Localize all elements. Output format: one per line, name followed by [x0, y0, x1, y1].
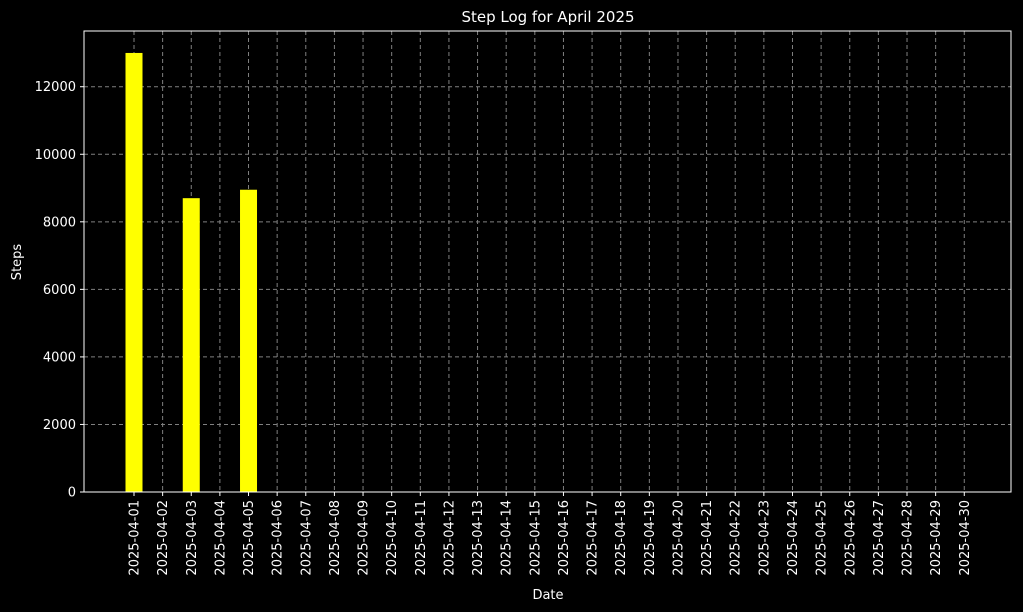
x-tick-label: 2025-04-05 — [242, 500, 257, 576]
x-tick-label: 2025-04-26 — [843, 500, 858, 576]
x-tick-label: 2025-04-04 — [213, 500, 228, 576]
y-ticks: 0 2000 4000 6000 8000 10000 12000 — [35, 80, 84, 501]
axes — [83, 30, 1012, 493]
x-tick-label: 2025-04-18 — [614, 500, 629, 576]
x-tick-label: 2025-04-24 — [786, 500, 801, 576]
x-tick-label: 2025-04-27 — [872, 500, 887, 576]
y-tick-label: 10000 — [35, 148, 76, 163]
x-tick-label: 2025-04-25 — [815, 500, 830, 576]
x-tick-label: 2025-04-14 — [500, 500, 515, 576]
plot-frame — [83, 30, 1012, 493]
x-tick-label: 2025-04-28 — [901, 500, 916, 576]
bar-2025-04-01 — [125, 52, 143, 492]
x-tick-label: 2025-04-06 — [271, 500, 286, 576]
y-axis-label: Steps — [10, 244, 25, 281]
y-tick-label: 12000 — [35, 80, 76, 95]
x-tick-label: 2025-04-01 — [128, 500, 143, 576]
x-tick-label: 2025-04-13 — [471, 500, 486, 576]
x-axis-label: Date — [532, 588, 563, 603]
bar-2025-04-05 — [240, 189, 258, 492]
bars — [125, 52, 258, 492]
x-tick-label: 2025-04-02 — [156, 500, 171, 576]
y-tick-label: 4000 — [43, 350, 76, 365]
y-tick-label: 6000 — [43, 283, 76, 298]
x-tick-label: 2025-04-07 — [299, 500, 314, 576]
x-tick-label: 2025-04-22 — [729, 500, 744, 576]
x-tick-label: 2025-04-11 — [414, 500, 429, 576]
x-tick-label: 2025-04-30 — [958, 500, 973, 576]
x-tick-label: 2025-04-29 — [929, 500, 944, 576]
x-tick-label: 2025-04-09 — [357, 500, 372, 576]
x-tick-label: 2025-04-08 — [328, 500, 343, 576]
x-tick-label: 2025-04-15 — [528, 500, 543, 576]
x-tick-label: 2025-04-19 — [643, 500, 658, 576]
x-tick-label: 2025-04-10 — [385, 500, 400, 576]
x-ticks: 2025-04-01 2025-04-02 2025-04-03 2025-04-04… — [128, 492, 973, 576]
x-tick-label: 2025-04-20 — [671, 500, 686, 576]
chart-title: Step Log for April 2025 — [461, 8, 634, 26]
y-tick-label: 8000 — [43, 215, 76, 230]
x-tick-label: 2025-04-16 — [557, 500, 572, 576]
x-tick-label: 2025-04-12 — [442, 500, 457, 576]
x-tick-label: 2025-04-21 — [700, 500, 715, 576]
y-tick-label: 2000 — [43, 418, 76, 433]
x-tick-label: 2025-04-23 — [757, 500, 772, 576]
x-tick-label: 2025-04-17 — [586, 500, 601, 576]
bar-2025-04-03 — [182, 198, 200, 492]
x-tick-label: 2025-04-03 — [185, 500, 200, 576]
y-tick-label: 0 — [68, 486, 76, 501]
